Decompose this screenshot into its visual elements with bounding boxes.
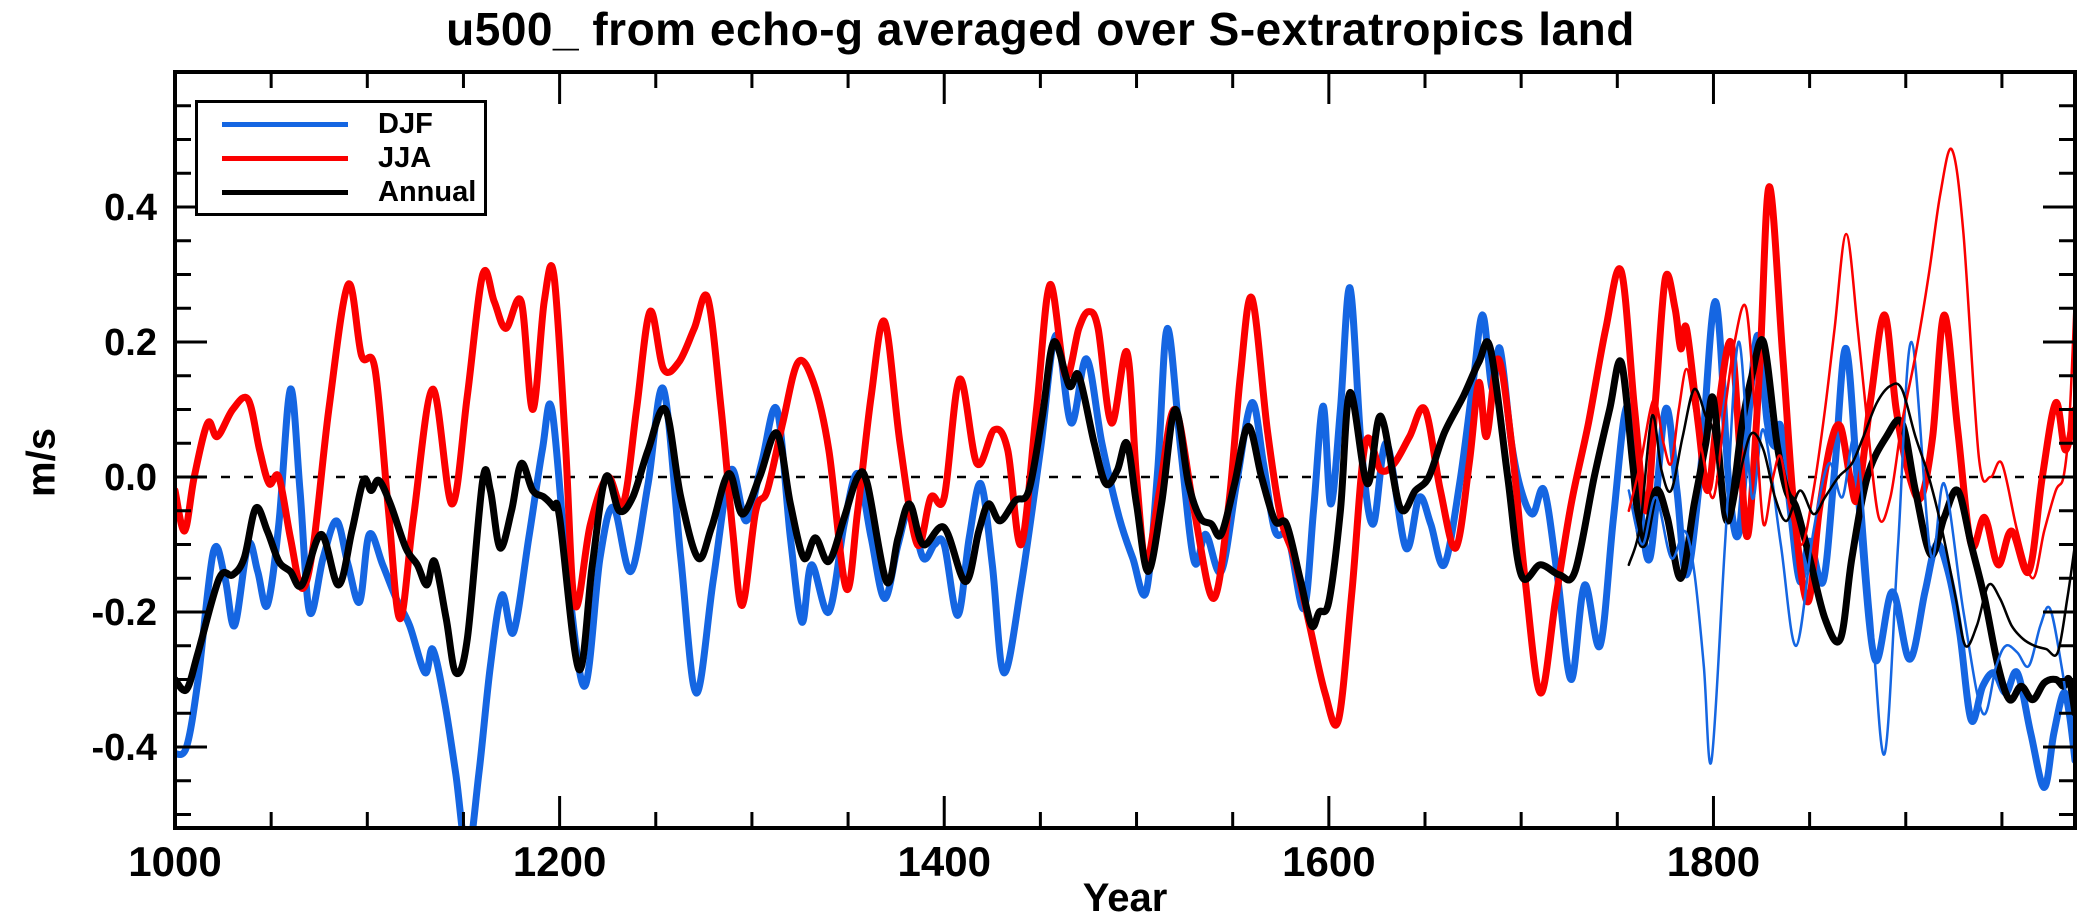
x-tick-label: 1600: [1282, 838, 1375, 885]
y-tick-label: -0.2: [92, 592, 157, 634]
djf-line-swatch: [222, 121, 348, 127]
series-line-djf: [175, 284, 2075, 828]
series-line-djf-second-run-: [1627, 340, 2075, 769]
legend-item-annual: Annual: [222, 175, 484, 209]
x-tick-label: 1200: [513, 838, 606, 885]
legend-label-jja: JJA: [378, 141, 432, 174]
series-line-jja-second-run-: [1627, 147, 2075, 580]
x-tick-label: 1400: [898, 838, 991, 885]
y-tick-label: 0.0: [104, 457, 157, 499]
legend-label-annual: Annual: [378, 175, 477, 208]
axis-frame: [173, 70, 2077, 830]
x-tick-label: 1800: [1667, 838, 1760, 885]
legend-label-djf: DJF: [378, 107, 433, 140]
y-tick-label: -0.4: [92, 727, 157, 769]
y-tick-label: 0.4: [104, 187, 157, 229]
jja-line-swatch: [222, 155, 348, 161]
series-line-annual-second-run-: [1627, 382, 2075, 657]
annual-line-swatch: [222, 189, 348, 195]
chart-title: u500_ from echo-g averaged over S-extrat…: [446, 3, 1635, 55]
legend-item-djf: DJF: [222, 107, 484, 141]
legend-item-jja: JJA: [222, 141, 484, 175]
x-axis-label: Year: [1082, 876, 1168, 920]
series-line-annual: [175, 336, 2075, 717]
series-line-jja: [175, 183, 2075, 729]
y-tick-label: 0.2: [104, 322, 157, 364]
x-tick-label: 1000: [128, 838, 221, 885]
legend: DJF JJA Annual: [195, 100, 487, 216]
